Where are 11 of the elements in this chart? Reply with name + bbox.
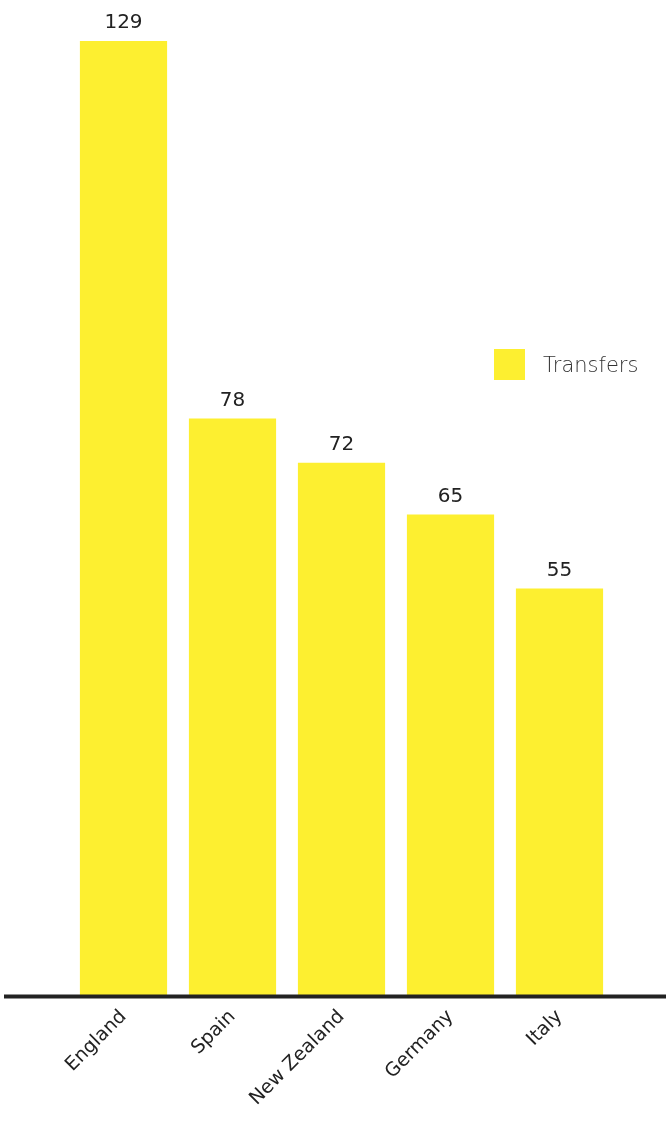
legend-label: Transfers xyxy=(543,352,639,377)
bar xyxy=(79,41,168,996)
data-label: 55 xyxy=(546,556,573,581)
data-label: 129 xyxy=(104,9,143,34)
data-label: 65 xyxy=(437,482,464,507)
bar xyxy=(406,514,495,996)
bar xyxy=(297,462,386,996)
data-label: 78 xyxy=(219,386,246,411)
bar xyxy=(515,588,604,996)
bar xyxy=(188,418,277,996)
data-label: 72 xyxy=(328,431,355,455)
